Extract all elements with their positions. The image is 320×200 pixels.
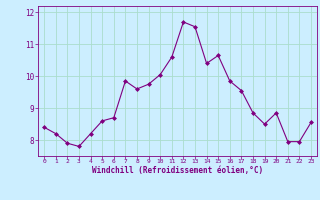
X-axis label: Windchill (Refroidissement éolien,°C): Windchill (Refroidissement éolien,°C) — [92, 166, 263, 175]
